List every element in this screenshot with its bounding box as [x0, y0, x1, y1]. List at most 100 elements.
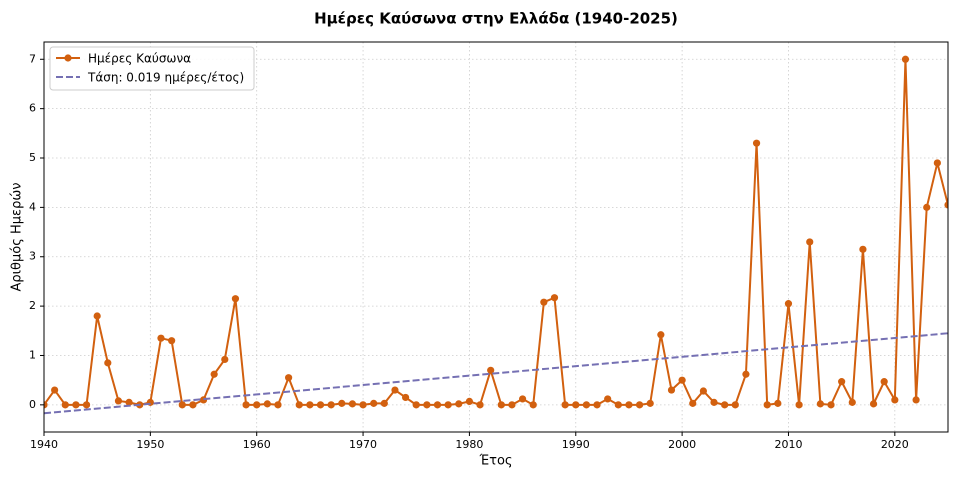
data-point [572, 401, 580, 409]
data-point [338, 399, 346, 407]
data-point [316, 401, 325, 409]
data-point [816, 400, 824, 408]
data-point [827, 401, 835, 409]
data-point [72, 401, 80, 409]
data-point [923, 203, 931, 211]
x-tick-label: 1990 [562, 438, 590, 451]
data-point [678, 376, 686, 384]
chart-title: Ημέρες Καύσωνα στην Ελλάδα (1940-2025) [314, 10, 678, 28]
data-point [625, 401, 633, 409]
data-point [465, 397, 474, 405]
data-point [327, 401, 335, 409]
data-point [667, 386, 676, 394]
x-tick-label: 2010 [774, 438, 802, 451]
data-point [221, 355, 229, 364]
data-point [104, 359, 112, 367]
y-tick-label: 1 [29, 348, 36, 361]
trend-line [44, 332, 948, 415]
data-point [901, 55, 910, 63]
data-point [912, 396, 920, 404]
data-point [731, 401, 739, 409]
x-tick-label: 1970 [349, 438, 377, 451]
data-point [253, 401, 261, 409]
data-point [880, 378, 888, 386]
y-tick-label: 2 [29, 299, 36, 312]
data-point [891, 396, 899, 404]
data-point [721, 401, 729, 409]
data-point [848, 398, 856, 406]
data-point [774, 399, 782, 407]
y-tick-label: 6 [29, 102, 36, 115]
data-point [370, 399, 378, 407]
x-axis-label: Έτος [478, 454, 512, 469]
data-point [285, 374, 293, 382]
y-tick-label: 0 [29, 398, 36, 411]
data-point [561, 401, 569, 409]
data-point [689, 399, 697, 407]
data-point [806, 238, 814, 246]
data-point [657, 331, 665, 339]
data-point [487, 366, 495, 374]
data-point [593, 401, 601, 409]
data-point [402, 393, 410, 402]
data-point [306, 401, 314, 409]
data-point [242, 401, 250, 409]
y-tick-label: 4 [29, 200, 36, 213]
data-point [710, 398, 718, 406]
data-point [604, 395, 612, 403]
data-point [752, 139, 761, 147]
data-point [44, 401, 48, 409]
x-tick-label: 1980 [455, 438, 483, 451]
data-point [412, 401, 420, 409]
data-point [274, 401, 282, 409]
data-point [359, 401, 367, 409]
data-point [582, 401, 591, 409]
data-point [231, 295, 240, 303]
x-tick-label: 1950 [136, 438, 164, 451]
data-point [795, 401, 803, 409]
data-point [114, 397, 123, 405]
legend-label: Ημέρες Καύσωνα [88, 52, 191, 66]
data-point [742, 370, 750, 378]
data-point [635, 401, 644, 409]
data-point [933, 159, 941, 167]
data-point [61, 401, 69, 409]
data-point [93, 312, 101, 320]
data-point [529, 401, 537, 409]
data-point [423, 401, 431, 409]
data-point [157, 334, 165, 342]
data-point [497, 401, 505, 409]
data-point [178, 401, 186, 409]
data-point [433, 401, 442, 409]
data-point [763, 401, 771, 409]
data-point [859, 245, 867, 253]
data-point [646, 399, 654, 407]
data-point [348, 400, 357, 408]
y-tick-label: 5 [29, 151, 36, 164]
data-point [508, 401, 516, 409]
data-point [614, 401, 622, 409]
data-point [944, 201, 948, 209]
data-point [295, 401, 303, 409]
data-point [189, 401, 197, 409]
data-point [455, 400, 463, 408]
data-point [391, 386, 399, 394]
data-point [168, 337, 176, 345]
x-tick-label: 1940 [30, 438, 58, 451]
data-point [263, 400, 271, 408]
legend-box [49, 46, 255, 91]
data-point [210, 370, 218, 378]
data-point [444, 401, 452, 409]
x-tick-label: 2020 [881, 438, 909, 451]
data-point [838, 378, 846, 386]
y-tick-label: 3 [29, 250, 36, 263]
data-point [784, 300, 793, 308]
data-point [476, 401, 484, 409]
legend-marker [64, 54, 72, 62]
plot-frame [43, 41, 949, 433]
data-point [699, 387, 707, 395]
y-tick-label: 7 [29, 52, 36, 65]
data-point [518, 395, 527, 403]
y-axis-label: Αριθμός Ημερών [10, 183, 25, 292]
